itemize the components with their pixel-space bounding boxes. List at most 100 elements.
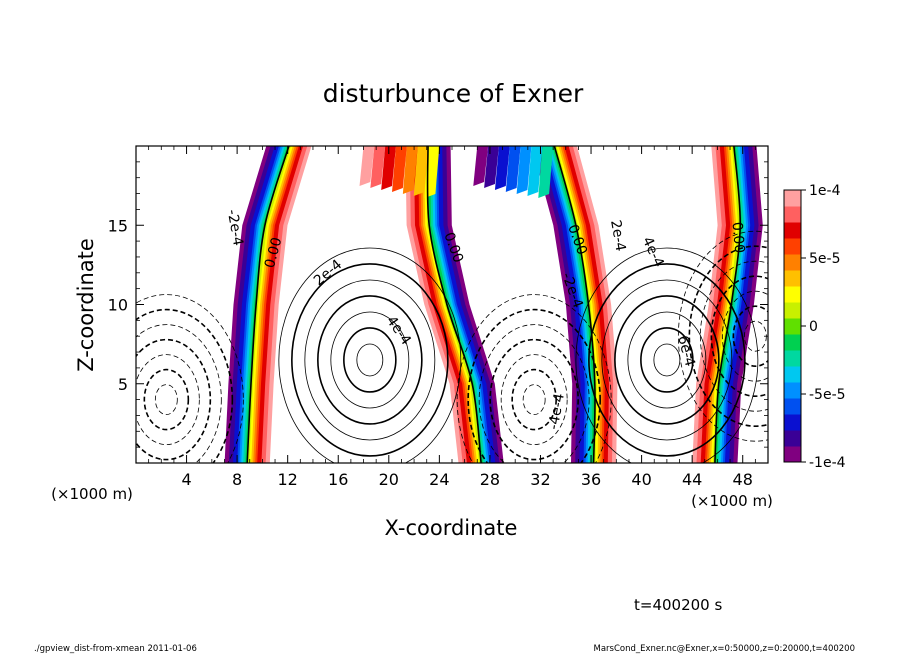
colorbar-swatch	[784, 398, 801, 415]
negative-contour	[143, 368, 190, 431]
positive-contour	[588, 263, 746, 457]
positive-contour	[653, 343, 681, 377]
fill-band	[527, 146, 543, 196]
colorbar-swatch	[784, 222, 801, 239]
fill-band	[426, 146, 482, 463]
positive-contour	[640, 327, 694, 393]
fill-band	[714, 146, 747, 463]
negative-contour	[478, 324, 590, 463]
x-tick-label: 24	[429, 470, 449, 489]
x-tick-label: 40	[631, 470, 651, 489]
negative-contour	[154, 384, 178, 416]
positive-contour	[317, 295, 423, 425]
colorbar-swatch	[784, 350, 801, 367]
fill-band	[494, 146, 510, 190]
fill-band	[552, 146, 596, 463]
chart-title: disturbunce of Exner	[323, 79, 584, 108]
contour-label: 2e-4	[607, 219, 628, 253]
x-unit-label: (×1000 m)	[691, 492, 773, 510]
fill-band	[420, 146, 482, 463]
y-tick-label: 15	[108, 216, 128, 235]
positive-contour	[575, 247, 759, 463]
positive-contour	[614, 295, 720, 425]
colorbar: 1e-4 5e-5 0 -5e-5 -1e-4	[783, 183, 846, 471]
negative-contour	[467, 308, 601, 463]
negative-contour	[456, 294, 612, 463]
positive-contour	[278, 247, 462, 463]
fill-band	[381, 146, 397, 190]
x-tick-label: 4	[181, 470, 191, 489]
negative-contour	[136, 294, 244, 463]
colorbar-swatch	[784, 446, 801, 463]
fill-band	[359, 146, 375, 186]
colorbar-tick-label: 5e-5	[809, 251, 840, 267]
fill-band	[473, 146, 489, 186]
fill-band	[247, 146, 304, 463]
positive-contour	[601, 279, 733, 441]
x-tick-label: 44	[682, 470, 702, 489]
positive-contour	[291, 263, 449, 457]
colorbar-swatch	[784, 382, 801, 399]
colorbar-swatch	[784, 238, 801, 255]
time-label: t=400200 s	[634, 596, 722, 614]
fill-band	[550, 146, 596, 463]
x-tick-label: 48	[733, 470, 753, 489]
fill-band	[422, 146, 482, 463]
contour-label: -2e-4	[224, 208, 246, 247]
zero-contour-4	[714, 146, 742, 463]
x-tick-label: 28	[480, 470, 500, 489]
positive-contour	[343, 327, 397, 393]
fill-band	[714, 146, 745, 463]
top-shading-2	[473, 146, 554, 198]
colorbar-tick-label: -5e-5	[809, 387, 846, 403]
contour-group-4	[575, 247, 759, 463]
y-axis-title: Z-coordinate	[74, 238, 98, 372]
contour-label: 0.00	[729, 221, 748, 253]
x-tick-label: 16	[328, 470, 348, 489]
x-axis-title: X-coordinate	[385, 516, 518, 540]
fill-band	[247, 146, 299, 463]
fill-band	[392, 146, 407, 192]
negative-contour	[699, 260, 768, 412]
zero-contour-2	[426, 146, 482, 463]
colorbar-swatch	[784, 206, 801, 223]
x-tick-label: 20	[379, 470, 399, 489]
y-unit-label: (×1000 m)	[51, 485, 133, 503]
x-axis: 4 8 12 16 20 24 28 32 36 40 44 48	[148, 146, 756, 489]
negative-contour	[732, 305, 768, 367]
colorbar-tick-label: -1e-4	[809, 455, 846, 471]
fill-band	[424, 146, 482, 463]
colorbar-swatch	[784, 286, 801, 303]
negative-contour	[136, 324, 222, 463]
fill-band	[540, 146, 596, 463]
fill-band	[538, 146, 554, 198]
x-tick-label: 8	[232, 470, 242, 489]
negative-contour	[710, 275, 768, 397]
fill-band	[413, 146, 429, 196]
fill-band	[516, 146, 532, 194]
negative-contour	[500, 354, 568, 446]
x-tick-label: 36	[581, 470, 601, 489]
zero-contour-1	[246, 146, 290, 463]
colorbar-swatch	[784, 190, 801, 207]
fill-band	[370, 146, 386, 188]
colorbar-tick-label: 0	[809, 319, 818, 335]
negative-contour	[721, 290, 768, 382]
footer-right: MarsCond_Exner.nc@Exner,x=0:50000,z=0:20…	[593, 644, 855, 654]
colorbar-swatch	[784, 254, 801, 271]
y-axis: 5 10 15	[108, 161, 768, 448]
colorbar-swatch	[784, 430, 801, 447]
colorbar-swatch	[784, 334, 801, 351]
fill-band	[505, 146, 521, 192]
negative-contour	[136, 338, 212, 461]
colorbar-swatch	[784, 302, 801, 319]
negative-contour	[136, 354, 200, 445]
positive-contour	[330, 311, 410, 409]
fill-band	[714, 146, 743, 463]
negative-contour	[489, 338, 579, 461]
negative-contour	[688, 245, 768, 427]
contour-group-1	[136, 294, 244, 463]
contour-group-5	[677, 230, 768, 442]
